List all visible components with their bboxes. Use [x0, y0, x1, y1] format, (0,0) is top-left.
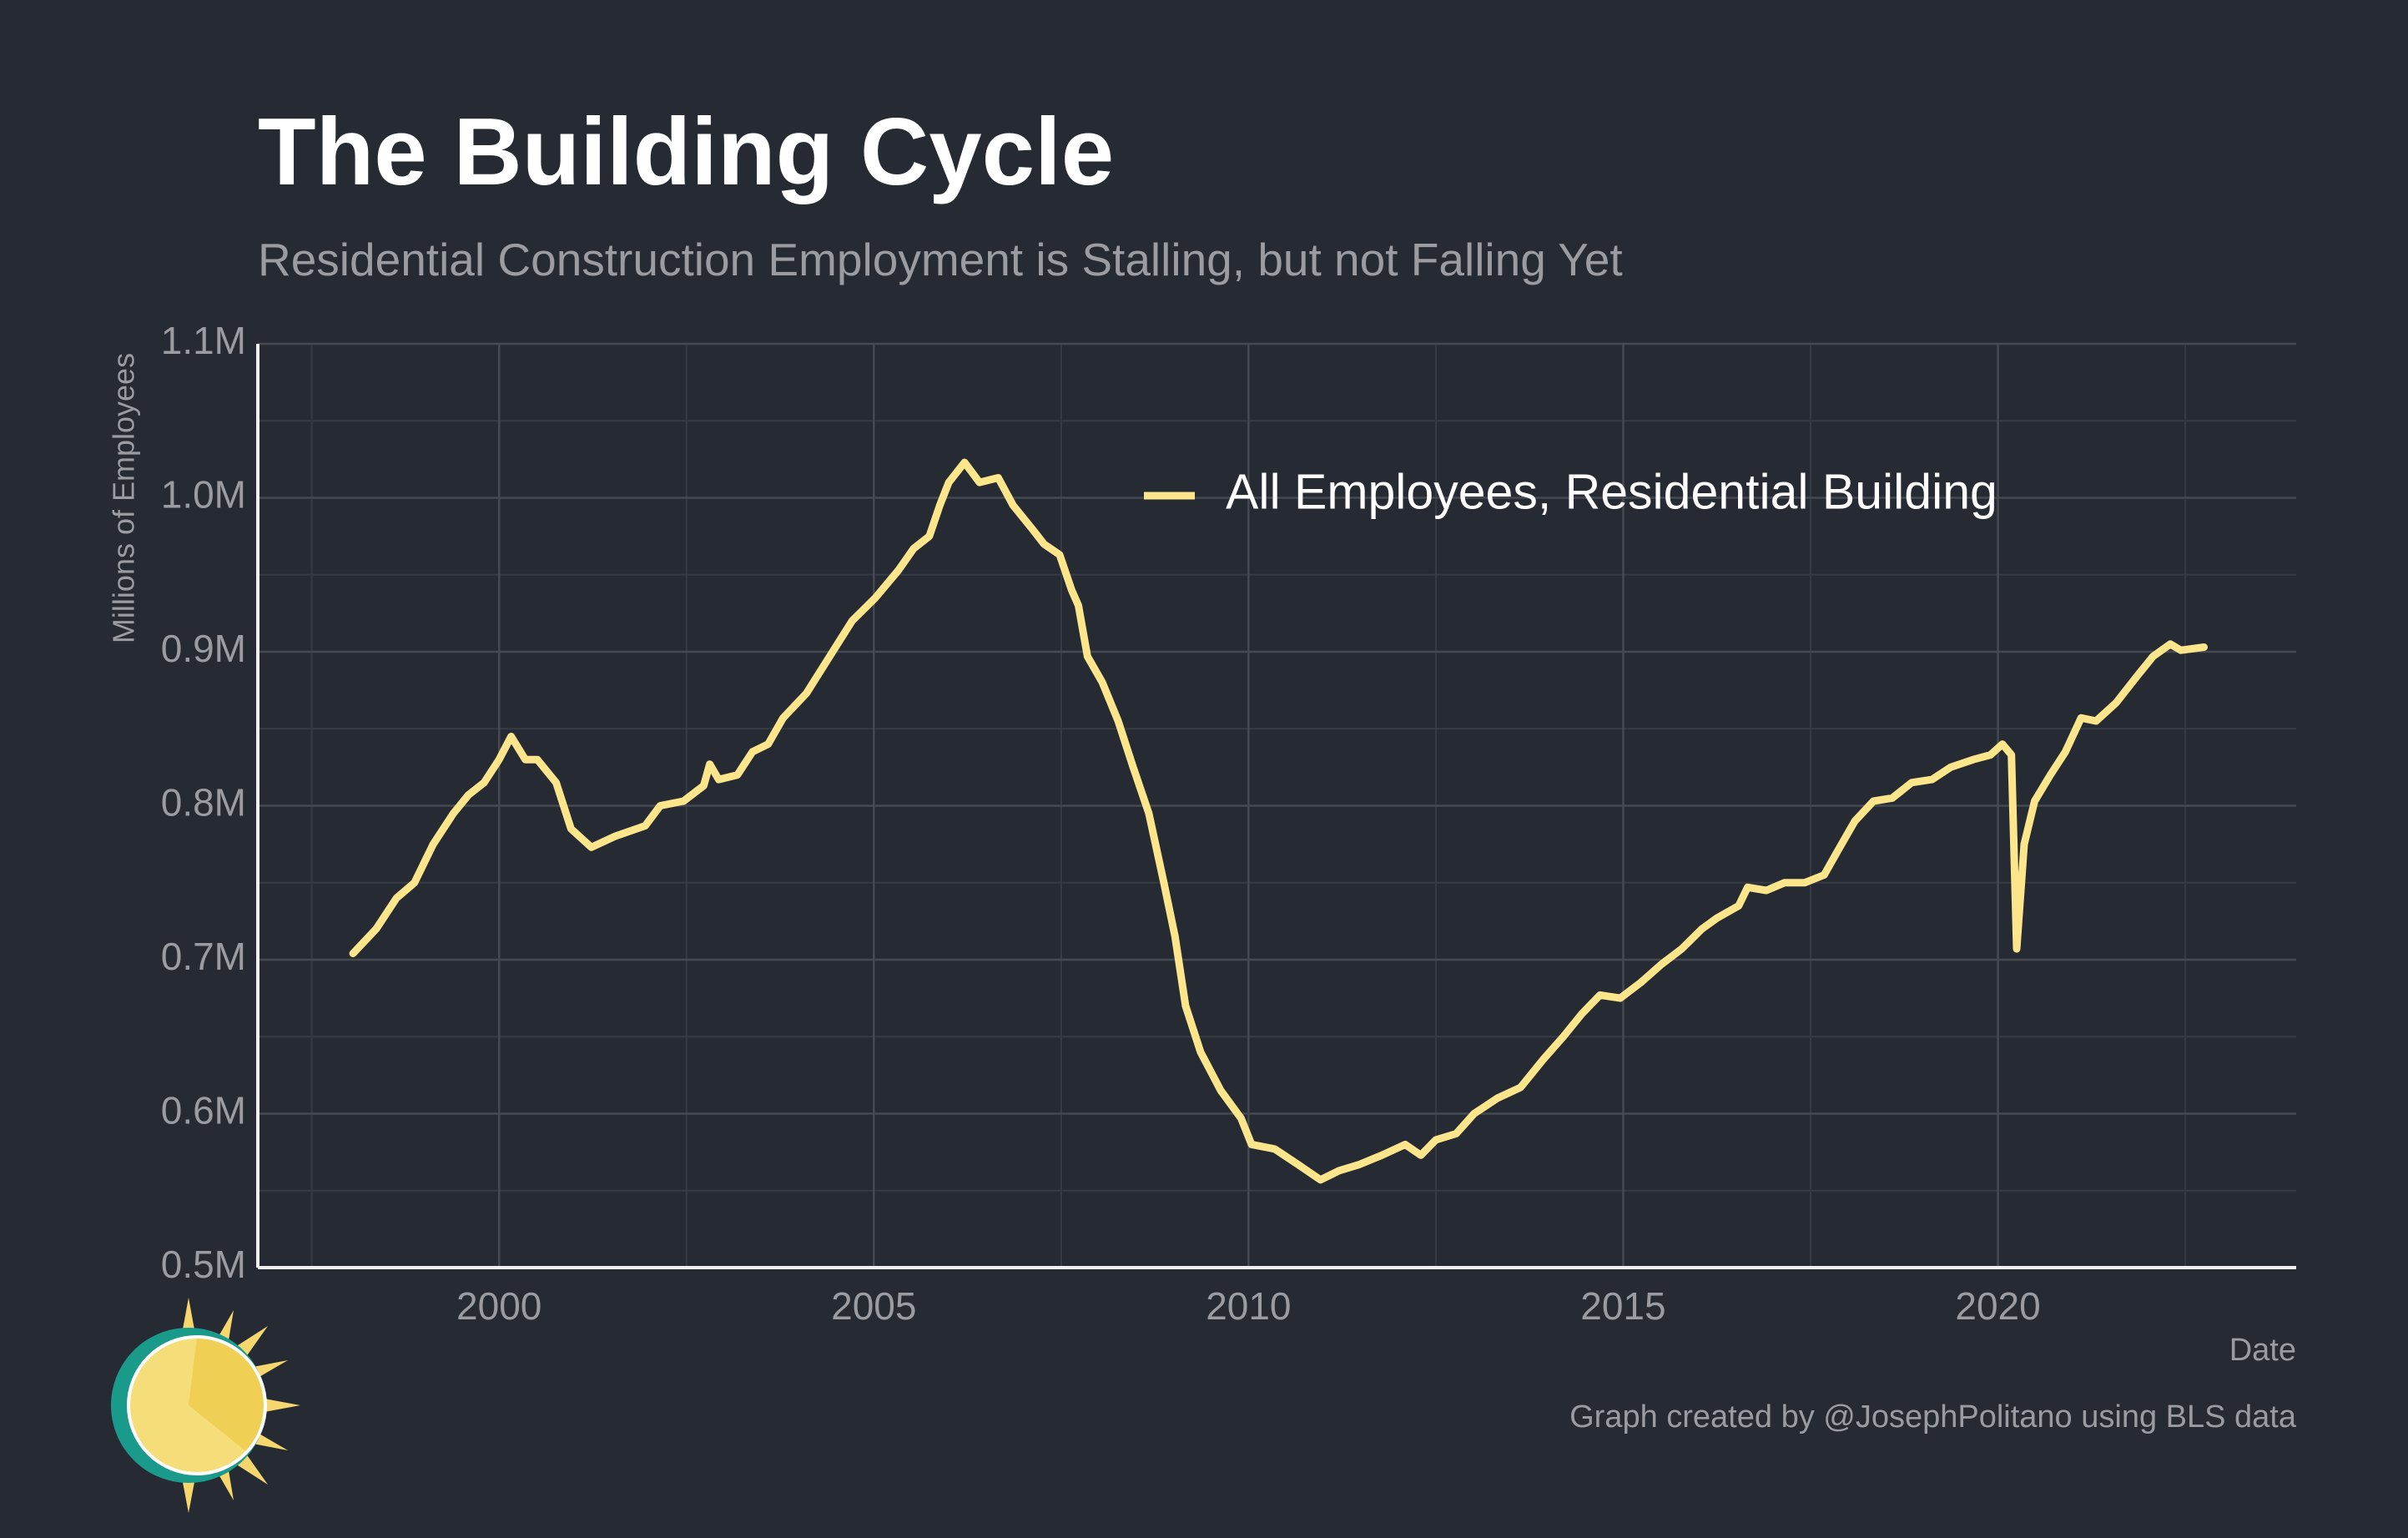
- y-tick-label: 0.6M: [161, 1089, 246, 1132]
- x-tick-label: 2015: [1580, 1284, 1665, 1328]
- data-line: [349, 458, 2208, 1184]
- x-tick-label: 2010: [1206, 1284, 1291, 1328]
- y-tick-label: 0.8M: [161, 781, 246, 824]
- x-tick-label: 2000: [456, 1284, 542, 1328]
- y-tick-label: 1.1M: [161, 319, 246, 362]
- logo-shade: [189, 1337, 266, 1452]
- logo-outline: [127, 1335, 267, 1475]
- y-tick-label: 0.5M: [161, 1243, 246, 1286]
- y-tick-label: 0.9M: [161, 627, 246, 670]
- chart-title: The Building Cycle: [258, 99, 1114, 205]
- logo: [111, 1298, 300, 1513]
- legend-label: All Employees, Residential Building: [1226, 465, 1997, 520]
- chart-subtitle: Residential Construction Employment is S…: [258, 234, 1623, 285]
- x-tick-label: 2005: [831, 1284, 916, 1328]
- x-tick-label: 2020: [1955, 1284, 2040, 1328]
- footer-note: Graph created by @JosephPolitano using B…: [1569, 1399, 2297, 1435]
- plot: 0.5M 0.6M 0.7M 0.8M 0.9M 1.0M 1.1M 2000 2005 2010…: [161, 319, 2296, 1328]
- y-axis-label: Millions of Employees: [107, 353, 141, 643]
- x-axis-label: Date: [2229, 1333, 2296, 1368]
- y-tick-label: 0.7M: [161, 935, 246, 978]
- y-tick-label: 1.0M: [161, 473, 246, 517]
